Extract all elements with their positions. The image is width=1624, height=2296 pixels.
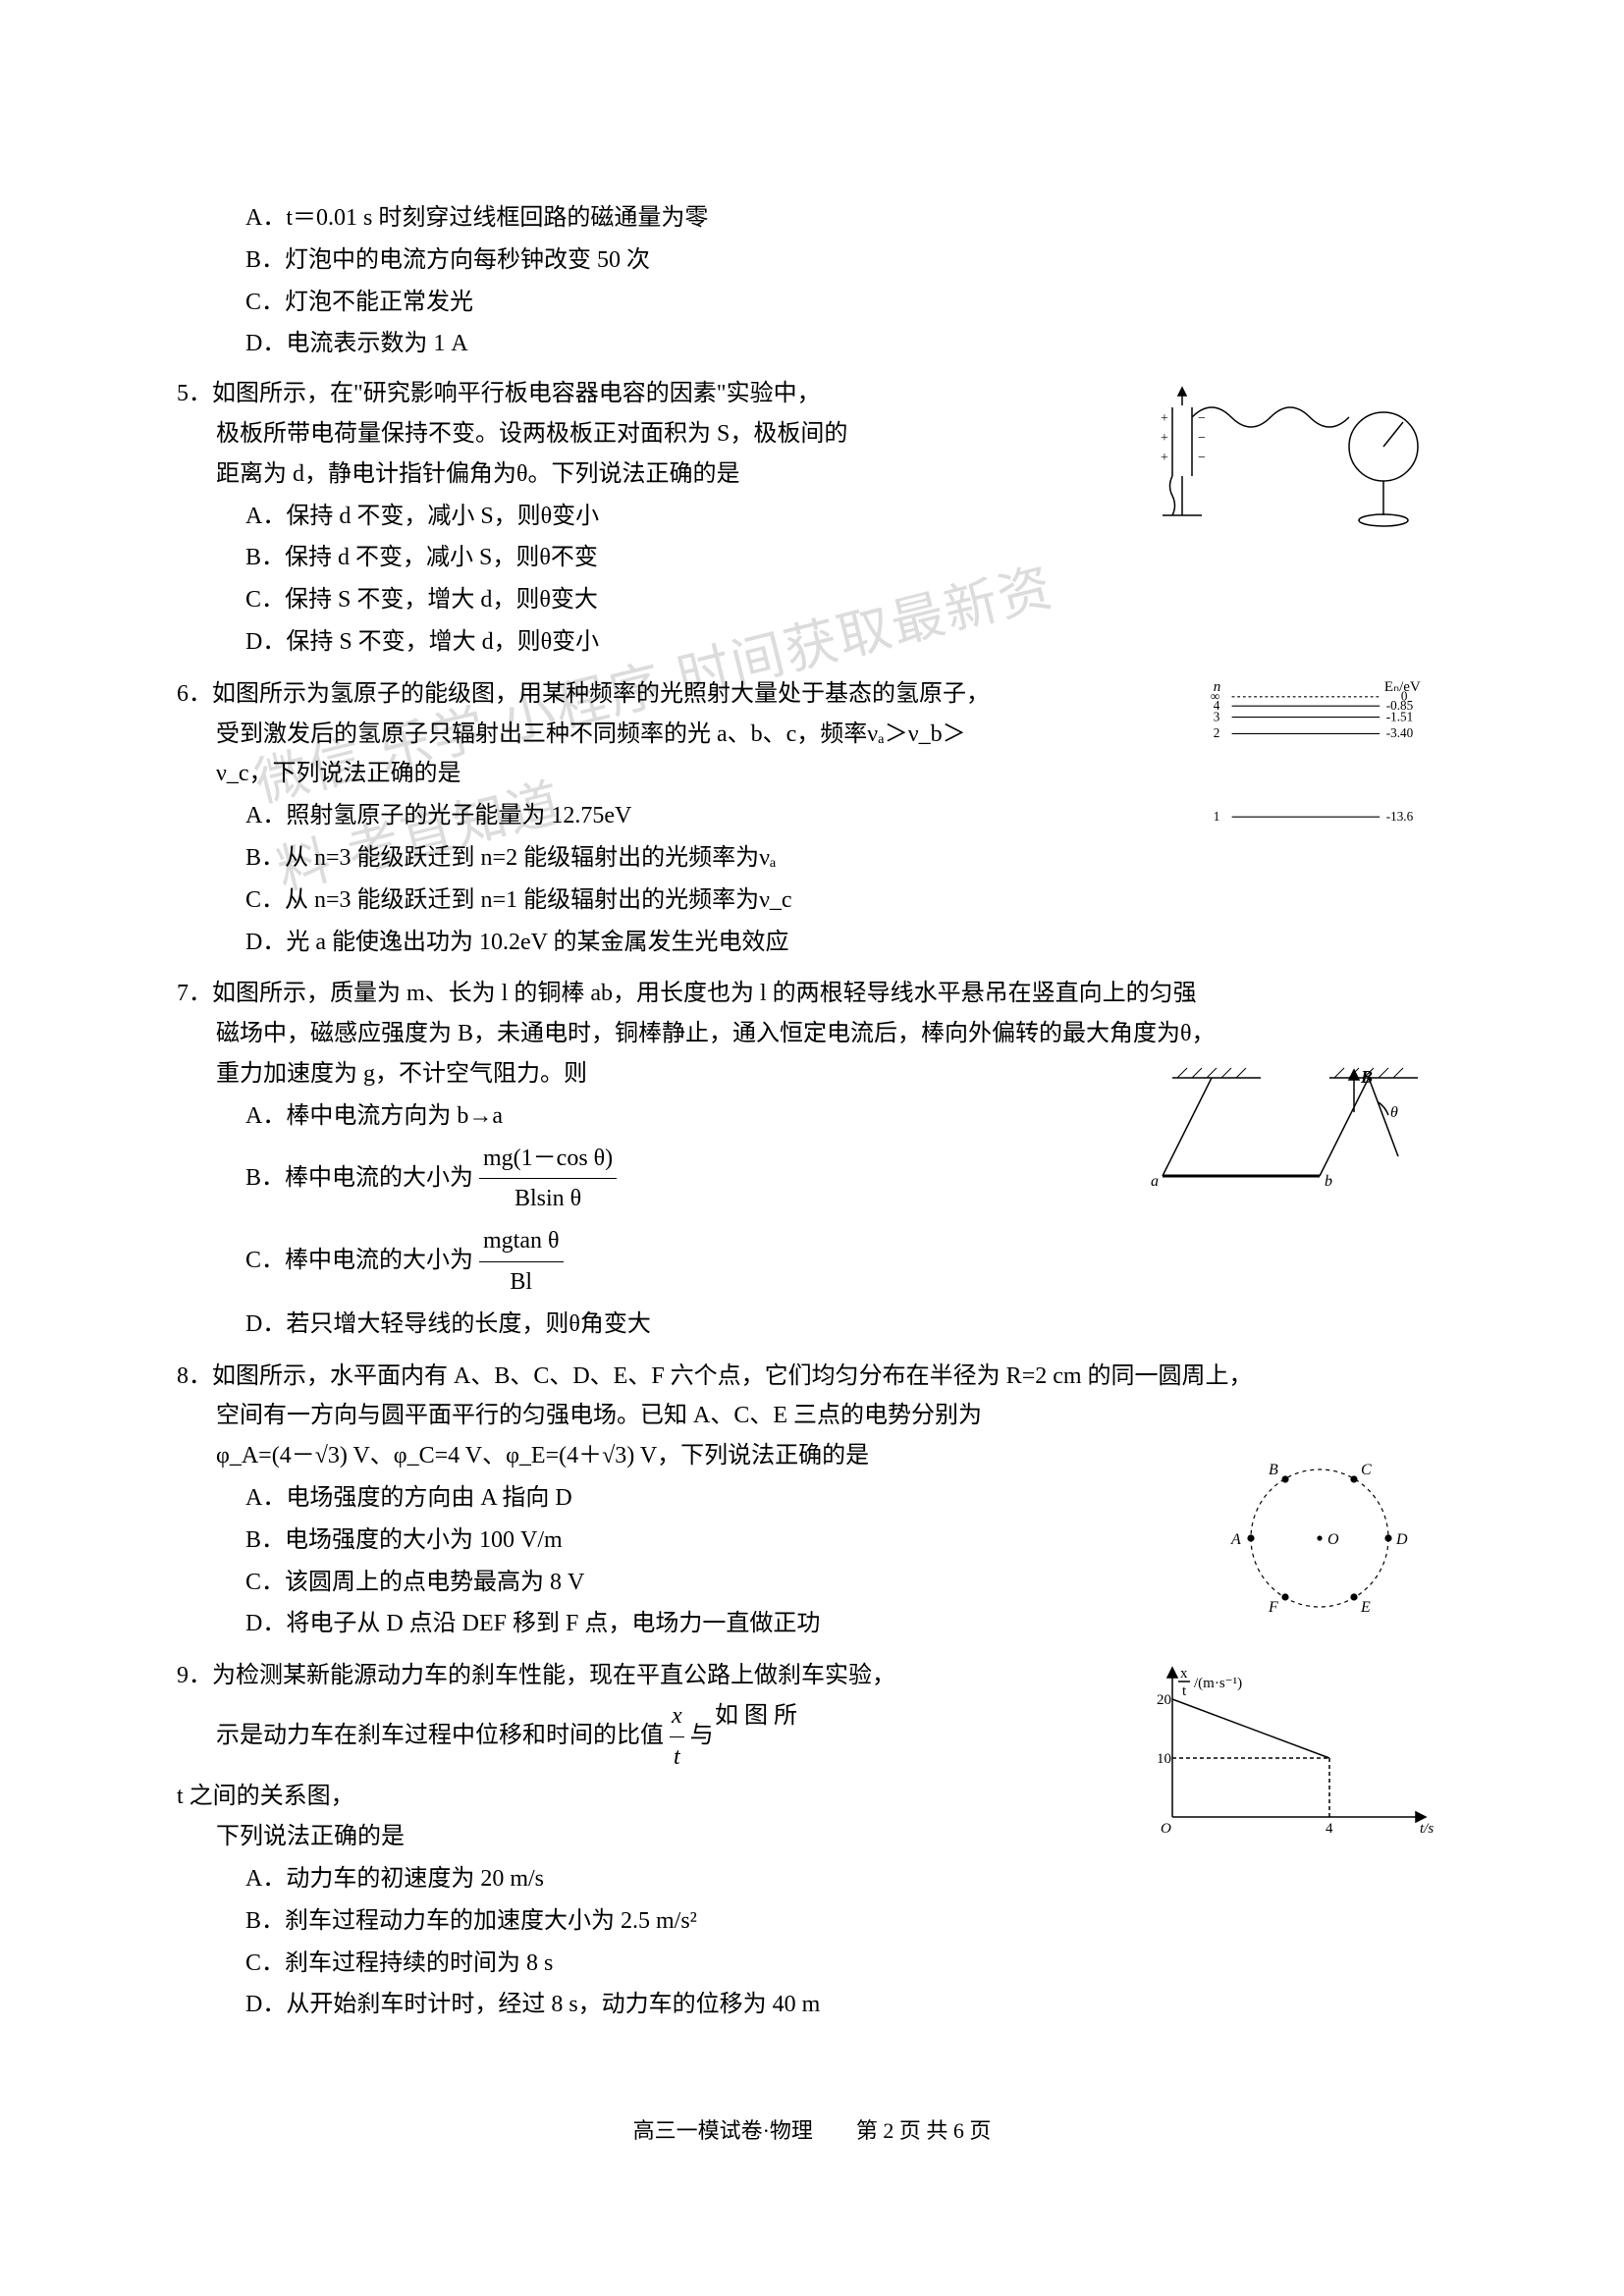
q9-stem2a: 示是动力车在刹车过程中位移和时间的比值: [216, 1723, 664, 1748]
q6-stem2: 受到激发后的氢原子只辐射出三种不同频率的光 a、b、c，频率νₐ＞ν_b＞: [216, 721, 966, 747]
q7-num: 7．: [177, 981, 212, 1006]
q5-figure: + + + − − −: [1113, 378, 1447, 535]
q9-frac-top: x: [670, 1696, 684, 1737]
q9-stem1b: 如 图 所: [715, 1696, 797, 1736]
svg-text:−: −: [1198, 451, 1206, 465]
question-7: 7．如图所示，质量为 m、长为 l 的铜棒 ab，用长度也为 l 的两根轻导线水…: [177, 974, 1447, 1346]
q8-figure: O A B C D E F: [1192, 1440, 1447, 1636]
svg-text:20: 20: [1157, 1692, 1171, 1708]
svg-text:t: t: [1182, 1683, 1187, 1699]
q4-opt-a: A．t＝0.01 s 时刻穿过线框回路的磁通量为零: [245, 198, 1447, 239]
question-6: n Eₙ/eV ∞ 0 4 -0.85 3 -1.51 2 -3.40 1 -1…: [177, 674, 1447, 965]
svg-text:-3.40: -3.40: [1386, 725, 1414, 740]
svg-text:C: C: [1361, 1462, 1372, 1478]
q4-opt-b: B．灯泡中的电流方向每秒钟改变 50 次: [245, 240, 1447, 281]
svg-text:2: 2: [1214, 725, 1220, 740]
page-footer: 高三一模试卷·物理 第 2 页 共 6 页: [0, 2112, 1624, 2149]
q7-stem1: 如图所示，质量为 m、长为 l 的铜棒 ab，用长度也为 l 的两根轻导线水平悬…: [212, 981, 1197, 1006]
q6-stem3: ν_c，下列说法正确的是: [216, 761, 461, 786]
svg-text:O: O: [1327, 1531, 1339, 1548]
svg-text:b: b: [1325, 1173, 1332, 1190]
svg-text:−: −: [1198, 431, 1206, 446]
question-5: + + + − − − 5．如图所示，在"研究影响平行板电容器电容的因素"实验中…: [177, 374, 1447, 665]
question-8: 8．如图所示，水平面内有 A、B、C、D、E、F 六个点，它们均匀分布在半径为 …: [177, 1357, 1447, 1647]
page-content: A．t＝0.01 s 时刻穿过线框回路的磁通量为零 B．灯泡中的电流方向每秒钟改…: [177, 198, 1447, 2027]
q6-figure: n Eₙ/eV ∞ 0 4 -0.85 3 -1.51 2 -3.40 1 -1…: [1192, 678, 1447, 835]
svg-text:+: +: [1161, 411, 1168, 426]
q7-optc-top: mgtan θ: [479, 1221, 563, 1262]
q5-opt-d: D．保持 S 不变，增大 d，则θ变小: [245, 622, 1447, 663]
q5-opt-c: C．保持 S 不变，增大 d，则θ变大: [245, 580, 1447, 620]
q9-opt-d: D．从开始刹车时计时，经过 8 s，动力车的位移为 40 m: [245, 1985, 1447, 2025]
q5-stem1: 如图所示，在"研究影响平行板电容器电容的因素"实验中，: [212, 381, 821, 406]
q7-optb-bot: Blsin θ: [479, 1179, 617, 1219]
question-9: 20 10 4 O t/s x t /(m·s⁻¹) 9．为检测某新能源动力车的…: [177, 1656, 1447, 2027]
svg-text:4: 4: [1326, 1821, 1333, 1837]
q4-opt-c: C．灯泡不能正常发光: [245, 283, 1447, 323]
q7-optb-top: mg(1－cos θ): [479, 1139, 617, 1180]
q9-stem1a: 为检测某新能源动力车的刹车性能，现在平直公路上做刹车实验，: [212, 1663, 895, 1688]
svg-text:θ: θ: [1390, 1104, 1398, 1121]
q7-stem3: 重力加速度为 g，不计空气阻力。则: [216, 1061, 587, 1087]
svg-text:E: E: [1360, 1599, 1371, 1616]
svg-text:-1.51: -1.51: [1386, 709, 1413, 723]
q7-optc-pre: C．棒中电流的大小为: [245, 1248, 473, 1273]
svg-text:/(m·s⁻¹): /(m·s⁻¹): [1194, 1676, 1242, 1691]
svg-text:10: 10: [1157, 1751, 1171, 1767]
q6-num: 6．: [177, 681, 212, 707]
q7-opt-d: D．若只增大轻导线的长度，则θ角变大: [245, 1305, 1447, 1345]
svg-text:+: +: [1161, 431, 1168, 446]
q8-stem1: 如图所示，水平面内有 A、B、C、D、E、F 六个点，它们均匀分布在半径为 R=…: [212, 1363, 1253, 1389]
q9-frac-bot: t: [670, 1737, 684, 1778]
q6-stem1: 如图所示为氢原子的能级图，用某种频率的光照射大量处于基态的氢原子，: [212, 681, 990, 707]
q9-opt-a: A．动力车的初速度为 20 m/s: [245, 1859, 1447, 1899]
q9-opt-b: B．刹车过程动力车的加速度大小为 2.5 m/s²: [245, 1901, 1447, 1942]
svg-text:−: −: [1198, 411, 1206, 426]
q7-optc-bot: Bl: [479, 1262, 563, 1303]
svg-text:x: x: [1180, 1666, 1188, 1682]
q8-stem3: φ_A=(4－√3) V、φ_C=4 V、φ_E=(4＋√3) V，下列说法正确…: [216, 1443, 869, 1468]
svg-text:B: B: [1269, 1462, 1278, 1478]
q4-opt-d: D．电流表示数为 1 A: [245, 324, 1447, 364]
q7-opt-c: C．棒中电流的大小为 mgtan θ Bl: [245, 1221, 1447, 1303]
q5-opt-b: B．保持 d 不变，减小 S，则θ不变: [245, 538, 1447, 578]
svg-text:t/s: t/s: [1420, 1821, 1434, 1837]
svg-text:-13.6: -13.6: [1386, 809, 1414, 824]
svg-text:3: 3: [1214, 709, 1220, 723]
svg-text:B: B: [1360, 1067, 1373, 1087]
svg-text:a: a: [1151, 1173, 1159, 1190]
svg-text:A: A: [1230, 1531, 1241, 1548]
q9-stem3: 下列说法正确的是: [216, 1824, 405, 1849]
svg-text:1: 1: [1214, 809, 1220, 824]
svg-text:D: D: [1395, 1531, 1408, 1548]
q7-figure: a b B θ: [1113, 1058, 1447, 1205]
q6-opt-d: D．光 a 能使逸出功为 10.2eV 的某金属发生光电效应: [245, 923, 1447, 963]
q6-opt-c: C．从 n=3 能级跃迁到 n=1 能级辐射出的光频率为ν_c: [245, 881, 1447, 921]
q5-stem3: 距离为 d，静电计指针偏角为θ。下列说法正确的是: [216, 461, 740, 487]
svg-text:O: O: [1161, 1821, 1171, 1837]
svg-text:F: F: [1268, 1599, 1278, 1616]
q5-num: 5．: [177, 381, 212, 406]
q7-stem2: 磁场中，磁感应强度为 B，未通电时，铜棒静止，通入恒定电流后，棒向外偏转的最大角…: [216, 1021, 1216, 1046]
q9-opt-c: C．刹车过程持续的时间为 8 s: [245, 1944, 1447, 1984]
q5-stem2: 极板所带电荷量保持不变。设两极板正对面积为 S，极板间的: [216, 421, 847, 447]
q4-options: A．t＝0.01 s 时刻穿过线框回路的磁通量为零 B．灯泡中的电流方向每秒钟改…: [245, 198, 1447, 364]
q6-opt-b: B．从 n=3 能级跃迁到 n=2 能级辐射出的光频率为νₐ: [245, 838, 1447, 879]
q8-num: 8．: [177, 1363, 212, 1389]
q7-optb-pre: B．棒中电流的大小为: [245, 1164, 473, 1190]
q9-figure: 20 10 4 O t/s x t /(m·s⁻¹): [1133, 1660, 1447, 1846]
q9-num: 9．: [177, 1663, 212, 1688]
svg-text:+: +: [1161, 451, 1168, 465]
q8-stem2: 空间有一方向与圆平面平行的匀强电场。已知 A、C、E 三点的电势分别为: [216, 1403, 982, 1428]
